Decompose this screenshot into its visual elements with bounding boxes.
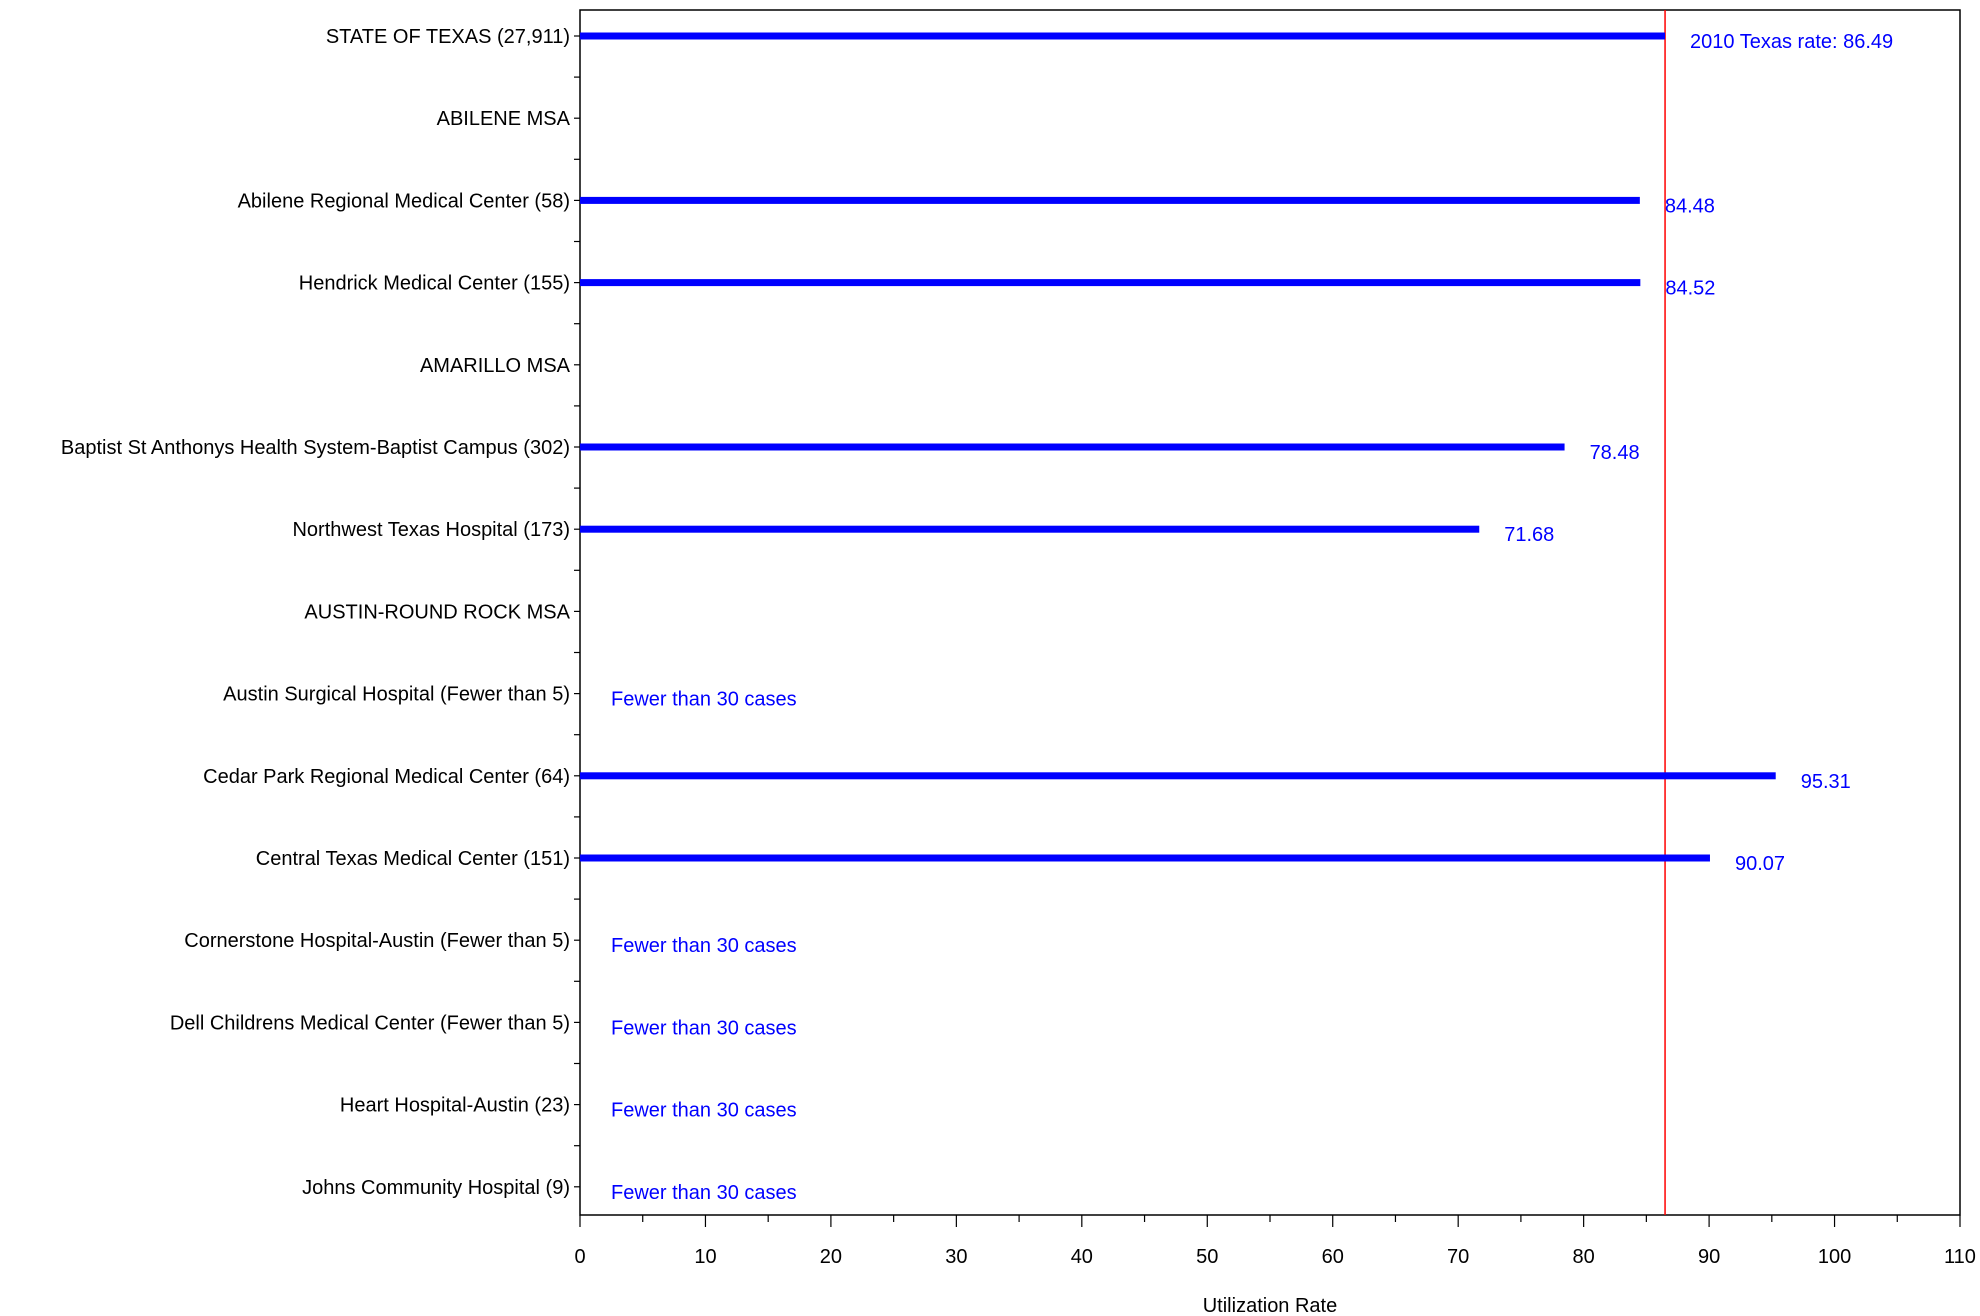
- y-ticks-layer: [574, 35, 580, 1188]
- bar: [580, 525, 1480, 533]
- value-label: Fewer than 30 cases: [611, 1100, 797, 1122]
- value-label: Fewer than 30 cases: [611, 1182, 797, 1204]
- x-tick-label: 100: [1818, 1246, 1851, 1268]
- value-labels-layer: 2010 Texas rate: 86.49 84.48 84.52 78.48 71.…: [611, 31, 1893, 1204]
- x-tick-label: 90: [1698, 1246, 1720, 1268]
- value-label: Fewer than 30 cases: [611, 935, 797, 957]
- category-label: Baptist St Anthonys Health System-Baptis…: [61, 437, 570, 459]
- x-tick-label: 50: [1196, 1246, 1218, 1268]
- x-tick-label: 10: [694, 1246, 716, 1268]
- x-tick-label: 30: [945, 1246, 967, 1268]
- category-label: AUSTIN-ROUND ROCK MSA: [304, 601, 570, 623]
- category-label: Central Texas Medical Center (151): [256, 848, 570, 870]
- bar: [580, 854, 1710, 862]
- x-tick-label: 110: [1944, 1246, 1976, 1268]
- category-label: Hendrick Medical Center (155): [299, 273, 570, 295]
- value-label: 84.48: [1665, 195, 1715, 217]
- x-tick-label: 80: [1573, 1246, 1595, 1268]
- x-axis-title: Utilization Rate: [1203, 1295, 1338, 1316]
- category-label: STATE OF TEXAS (27,911): [326, 26, 570, 48]
- value-label: 84.52: [1665, 278, 1715, 300]
- bar: [580, 279, 1641, 287]
- value-label: Fewer than 30 cases: [611, 689, 797, 711]
- value-label: 78.48: [1590, 442, 1640, 464]
- category-label: Cedar Park Regional Medical Center (64): [203, 766, 570, 788]
- x-tick-label: 70: [1447, 1246, 1469, 1268]
- value-label: 71.68: [1504, 524, 1554, 546]
- bars-layer: [580, 32, 1776, 862]
- bar: [580, 772, 1776, 780]
- value-label: Fewer than 30 cases: [611, 1017, 797, 1039]
- x-tick-label: 0: [574, 1246, 585, 1268]
- x-tick-label: 40: [1071, 1246, 1093, 1268]
- category-label: AMARILLO MSA: [420, 355, 571, 377]
- category-label: Heart Hospital-Austin (23): [340, 1095, 570, 1117]
- x-axis-layer: 0 10 20 30 40 50 60 70 80 90 100 110: [574, 1215, 1976, 1268]
- bar: [580, 196, 1640, 204]
- category-label: Cornerstone Hospital-Austin (Fewer than …: [184, 930, 570, 952]
- category-label: ABILENE MSA: [437, 108, 571, 130]
- value-label: 95.31: [1801, 771, 1851, 793]
- category-label: Northwest Texas Hospital (173): [292, 519, 570, 541]
- category-labels-layer: STATE OF TEXAS (27,911) ABILENE MSA Abilen…: [61, 26, 571, 1199]
- bar: [580, 32, 1666, 40]
- category-label: Abilene Regional Medical Center (58): [238, 190, 570, 212]
- x-tick-label: 20: [820, 1246, 842, 1268]
- category-label: Dell Childrens Medical Center (Fewer tha…: [170, 1012, 570, 1034]
- category-label: Johns Community Hospital (9): [302, 1177, 570, 1199]
- value-label: 2010 Texas rate: 86.49: [1690, 31, 1893, 53]
- bar: [580, 443, 1565, 451]
- x-tick-label: 60: [1322, 1246, 1344, 1268]
- category-label: Austin Surgical Hospital (Fewer than 5): [223, 684, 570, 706]
- value-label: 90.07: [1735, 853, 1785, 875]
